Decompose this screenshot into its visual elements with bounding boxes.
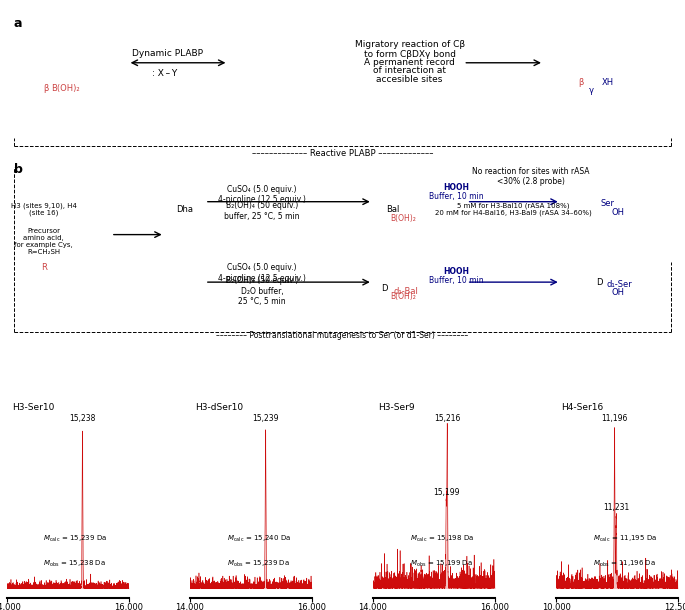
Text: of interaction at: of interaction at — [373, 66, 446, 75]
Text: $M_\mathrm{calc}$ = 15,240 Da: $M_\mathrm{calc}$ = 15,240 Da — [227, 533, 290, 544]
Text: 15,238: 15,238 — [69, 414, 96, 423]
Text: XH: XH — [601, 78, 614, 87]
Text: D: D — [381, 284, 388, 293]
Text: $M_\mathrm{obs}$ = 15,199 Da: $M_\mathrm{obs}$ = 15,199 Da — [410, 559, 473, 569]
Text: Precursor
amino acid,
for example Cys,
R=CH₂SH: Precursor amino acid, for example Cys, R… — [14, 228, 73, 256]
Text: d₁-Ser: d₁-Ser — [606, 280, 632, 289]
Text: : X – Y: : X – Y — [152, 70, 177, 78]
Text: $M_\mathrm{obs}$ = 15,238 Da: $M_\mathrm{obs}$ = 15,238 Da — [43, 559, 106, 569]
Text: $M_\mathrm{obs}$ = 11,196 Da: $M_\mathrm{obs}$ = 11,196 Da — [593, 559, 656, 569]
Text: CuSO₄ (5.0 equiv.)
4-picoline (12.5 equiv.): CuSO₄ (5.0 equiv.) 4-picoline (12.5 equi… — [218, 185, 306, 204]
Text: 11,196: 11,196 — [601, 414, 627, 423]
Text: D: D — [596, 278, 602, 287]
Text: a: a — [14, 17, 22, 30]
Text: ––––––––––––– Reactive PLABP –––––––––––––: ––––––––––––– Reactive PLABP –––––––––––… — [252, 149, 433, 159]
Text: H3-Ser10: H3-Ser10 — [12, 403, 54, 412]
Text: Buffer, 10 min: Buffer, 10 min — [429, 276, 484, 285]
Text: d₁-Bal: d₁-Bal — [394, 287, 419, 296]
Text: B₂(OH)₄ (50 equiv.)
D₂O buffer,
25 °C, 5 min: B₂(OH)₄ (50 equiv.) D₂O buffer, 25 °C, 5… — [226, 276, 298, 306]
Text: 15,199: 15,199 — [433, 487, 460, 497]
Text: 15,216: 15,216 — [434, 414, 460, 423]
Text: 15,239: 15,239 — [252, 414, 279, 423]
Text: B₂(OH)₄ (50 equiv.)
buffer, 25 °C, 5 min: B₂(OH)₄ (50 equiv.) buffer, 25 °C, 5 min — [224, 201, 300, 221]
Text: H3-dSer10: H3-dSer10 — [195, 403, 243, 412]
Text: Bal: Bal — [386, 204, 399, 214]
Text: B(OH)₂: B(OH)₂ — [51, 84, 80, 93]
Text: –––––––– Posttranslational mutagenesis to Ser (or d1-Ser) ––––––––: –––––––– Posttranslational mutagenesis t… — [216, 331, 469, 340]
Text: OH: OH — [611, 287, 624, 296]
Text: H4-Ser16: H4-Ser16 — [561, 403, 603, 412]
Text: H3-Ser9: H3-Ser9 — [378, 403, 414, 412]
Text: 11,231: 11,231 — [603, 503, 630, 512]
Text: β: β — [578, 78, 584, 87]
Text: Migratory reaction of Cβ: Migratory reaction of Cβ — [355, 40, 464, 49]
Text: CuSO₄ (5.0 equiv.)
4-picoline (12.5 equiv.): CuSO₄ (5.0 equiv.) 4-picoline (12.5 equi… — [218, 264, 306, 282]
Text: HOOH: HOOH — [444, 182, 470, 192]
Text: $M_\mathrm{calc}$ = 15,239 Da: $M_\mathrm{calc}$ = 15,239 Da — [43, 533, 108, 544]
Text: $M_\mathrm{obs}$ = 15,239 Da: $M_\mathrm{obs}$ = 15,239 Da — [227, 559, 290, 569]
Text: accesible sites: accesible sites — [377, 74, 443, 84]
Text: B(OH)₂: B(OH)₂ — [390, 214, 416, 223]
Text: OH: OH — [611, 208, 624, 217]
Text: Dynamic PLABP: Dynamic PLABP — [132, 49, 203, 58]
Text: γ: γ — [588, 85, 593, 95]
Text: HOOH: HOOH — [444, 267, 470, 276]
Text: R: R — [41, 263, 47, 272]
Text: H3 (sites 9,10), H4
(site 16): H3 (sites 9,10), H4 (site 16) — [11, 202, 77, 216]
Text: 5 mM for H3-Bal10 (rASA 108%)
20 mM for H4-Bal16, H3-Bal9 (rASA 34–60%): 5 mM for H3-Bal10 (rASA 108%) 20 mM for … — [435, 202, 592, 216]
Text: Buffer, 10 min: Buffer, 10 min — [429, 192, 484, 201]
Text: $M_\mathrm{calc}$ = 11,195 Da: $M_\mathrm{calc}$ = 11,195 Da — [593, 533, 657, 544]
Text: b: b — [14, 163, 23, 176]
Text: Dha: Dha — [176, 204, 193, 214]
Text: to form CβDXγ bond: to form CβDXγ bond — [364, 50, 456, 59]
Text: B(OH)₂: B(OH)₂ — [390, 292, 416, 301]
Text: Ser: Ser — [601, 199, 614, 208]
Text: No reaction for sites with rASA
<30% (2.8 probe): No reaction for sites with rASA <30% (2.… — [472, 167, 589, 187]
Text: β: β — [43, 84, 49, 93]
Text: $M_\mathrm{calc}$ = 15,198 Da: $M_\mathrm{calc}$ = 15,198 Da — [410, 533, 473, 544]
Text: A permanent record: A permanent record — [364, 59, 455, 67]
